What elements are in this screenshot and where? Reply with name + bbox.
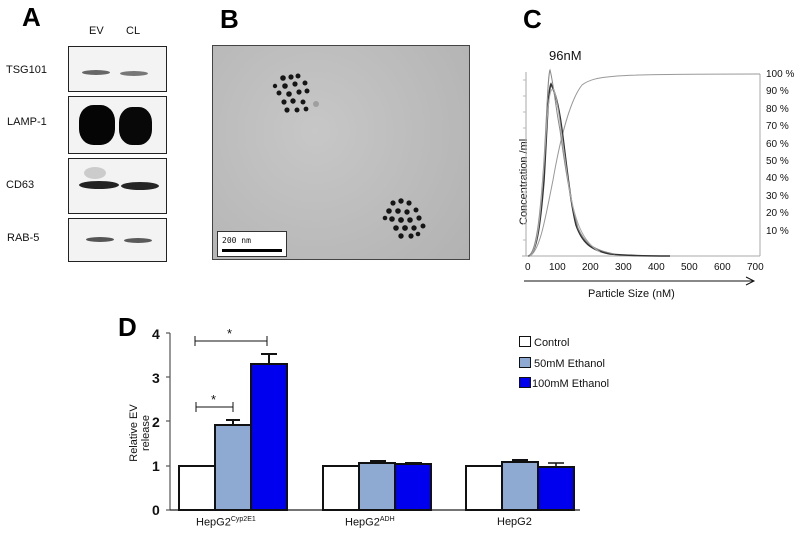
d-y-axis-label: Relative EV release	[128, 398, 152, 468]
tick: 60 %	[766, 138, 789, 150]
blot-label-cd63: CD63	[6, 179, 35, 191]
group-name: HepG2	[345, 516, 380, 529]
tick: 10 %	[766, 225, 789, 237]
c-right-axis-ticks: 100 % 90 % 80 % 70 % 60 % 50 % 40 % 30 %…	[766, 66, 794, 240]
group-label-cyp2e1: HepG2Cyp2E1	[196, 516, 256, 529]
band	[82, 70, 110, 75]
legend-item-100mm: 100mM Ethanol	[519, 374, 609, 395]
panel-c-letter: C	[523, 4, 542, 34]
band	[84, 167, 106, 179]
scale-bar-box: 200 nm	[217, 231, 287, 257]
lane-label-ev: EV	[89, 25, 104, 37]
tick: 20 %	[766, 208, 789, 220]
legend-label: 100mM Ethanol	[532, 378, 610, 390]
tick: 3	[152, 370, 160, 386]
ylabel-line: Relative EV	[128, 404, 140, 462]
tick: 200	[582, 262, 599, 273]
blot-rab5	[68, 218, 167, 262]
scale-bar	[222, 249, 282, 252]
tick: 300	[615, 262, 632, 273]
blot-cd63	[68, 158, 167, 214]
group-name: HepG2	[497, 516, 532, 528]
group-sup: ADH	[379, 516, 395, 523]
tick: 700	[747, 262, 764, 273]
tem-micrograph: 200 nm	[212, 45, 470, 260]
x-axis-arrow	[524, 276, 756, 286]
panel-a-letter: A	[22, 2, 41, 32]
ylabel-line: release	[140, 414, 152, 452]
legend-swatch	[519, 336, 531, 347]
legend-item-50mm: 50mM Ethanol	[519, 354, 609, 375]
legend-swatch	[519, 377, 531, 388]
tick: 600	[714, 262, 731, 273]
scale-bar-label: 200 nm	[222, 236, 251, 245]
c-x-axis-label: Particle Size (nM)	[588, 288, 675, 300]
blot-lamp1	[68, 96, 167, 154]
tick: 0	[525, 262, 531, 273]
group-label-hepg2: HepG2	[497, 516, 532, 528]
band	[79, 105, 115, 145]
legend: Control 50mM Ethanol 100mM Ethanol	[519, 333, 609, 395]
band	[119, 107, 152, 145]
tick: 0	[152, 502, 160, 518]
tick: 90 %	[766, 86, 789, 98]
tick: 4	[152, 326, 160, 342]
tick: 1	[152, 458, 160, 474]
band	[86, 237, 114, 242]
band	[79, 181, 119, 189]
tick: 30 %	[766, 190, 789, 202]
sig-star: *	[211, 392, 216, 407]
group-label-adh: HepG2ADH	[345, 516, 395, 529]
tick: 70 %	[766, 121, 789, 133]
band	[121, 182, 159, 190]
tick: 100	[549, 262, 566, 273]
blot-label-tsg101: TSG101	[6, 64, 47, 76]
vesicle-clusters	[272, 73, 426, 239]
c-x-axis-ticks: 0 100 200 300 400 500 600 700	[520, 262, 764, 276]
legend-swatch	[519, 356, 531, 368]
tick: 80 %	[766, 103, 789, 115]
group-name: HepG2	[196, 516, 231, 529]
tick: 500	[681, 262, 698, 273]
ev-release-bar-chart: * *	[166, 326, 580, 511]
tick: 2	[152, 414, 160, 430]
peak-label: 96nM	[549, 48, 582, 63]
legend-item-control: Control	[519, 333, 609, 354]
band	[120, 71, 148, 76]
legend-label: 50mM Ethanol	[534, 357, 605, 370]
blot-label-lamp1: LAMP-1	[7, 116, 47, 128]
blot-tsg101	[68, 46, 167, 92]
nta-size-plot	[522, 68, 761, 257]
tick: 400	[648, 262, 665, 273]
band	[124, 238, 152, 243]
tick: 50 %	[766, 156, 789, 168]
lane-label-cl: CL	[126, 25, 141, 37]
group-sup: Cyp2E1	[230, 516, 256, 523]
tick: 100 %	[766, 69, 795, 80]
panel-b-letter: B	[220, 4, 239, 34]
blot-label-rab5: RAB-5	[7, 232, 40, 244]
sig-star: *	[227, 326, 232, 341]
tick: 40 %	[766, 173, 789, 185]
panel-d-letter: D	[118, 312, 137, 342]
legend-label: Control	[534, 337, 570, 349]
